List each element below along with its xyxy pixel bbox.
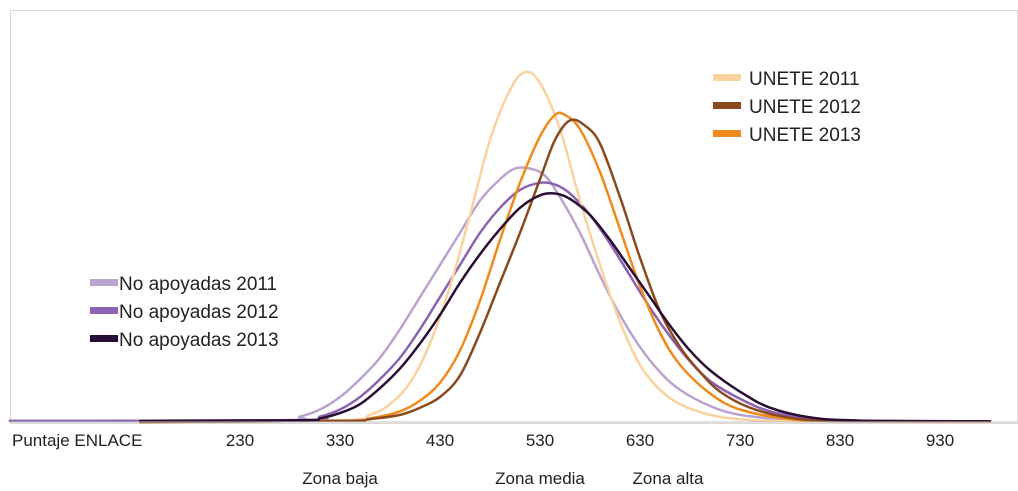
legend-label-no-apoyadas-2011: No apoyadas 2011 (119, 274, 277, 295)
legend-label-unete-2012: UNETE 2012 (749, 97, 861, 118)
series-line-unete-2011 (138, 70, 992, 424)
legend-label-no-apoyadas-2013: No apoyadas 2013 (119, 330, 279, 351)
x-tick-label: 430 (426, 431, 454, 450)
zone-label-zona-alta: Zona alta (633, 469, 704, 488)
series-layer (8, 70, 992, 424)
zone-label-zona-baja: Zona baja (302, 469, 378, 488)
legend-swatch-unete-2011 (713, 74, 741, 81)
series-line-unete-2012 (138, 118, 992, 424)
legend-label-no-apoyadas-2012: No apoyadas 2012 (119, 302, 279, 323)
x-tick-label: 630 (626, 431, 654, 450)
legend-label-unete-2013: UNETE 2013 (749, 125, 861, 146)
x-axis-title: Puntaje ENLACE (12, 431, 142, 450)
x-tick-layer: Puntaje ENLACE 230 330 430 530 630 730 830 930 (12, 431, 954, 450)
legend-no-apoyadas: No apoyadas 2011 No apoyadas 2012 No apoya… (90, 274, 279, 351)
plot-frame (10, 10, 1018, 424)
x-tick-label: 830 (826, 431, 854, 450)
x-tick-label: 930 (926, 431, 954, 450)
legend-swatch-no-apoyadas-2012 (90, 307, 118, 314)
legend-swatch-unete-2012 (713, 102, 741, 109)
series-line-no-apoyadas-2013 (138, 191, 992, 423)
legend-swatch-no-apoyadas-2013 (90, 335, 118, 342)
x-tick-label: 530 (526, 431, 554, 450)
zone-label-zona-media: Zona media (495, 469, 585, 488)
series-line-no-apoyadas-2011 (8, 166, 992, 424)
legend-unete: UNETE 2011 UNETE 2012 UNETE 2013 (713, 69, 861, 146)
zone-label-layer: Zona baja Zona media Zona alta (302, 469, 704, 488)
x-tick-label: 230 (226, 431, 254, 450)
series-line-unete-2013 (138, 111, 992, 424)
legend-swatch-unete-2013 (713, 130, 741, 137)
x-tick-label: 330 (326, 431, 354, 450)
series-line-no-apoyadas-2012 (8, 181, 992, 423)
legend-swatch-no-apoyadas-2011 (90, 279, 118, 286)
x-tick-label: 730 (726, 431, 754, 450)
legend-label-unete-2011: UNETE 2011 (749, 69, 860, 90)
